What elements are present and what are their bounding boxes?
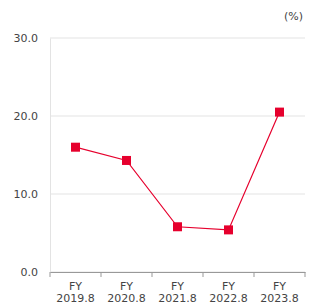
x-axis: FY2019.8FY2020.8FY2021.8FY2022.8FY2023.8 [50, 272, 306, 305]
grid-line [50, 38, 305, 39]
y-tick: 20.0 [14, 110, 51, 123]
x-tick-label: FY2022.8 [209, 280, 248, 305]
x-tick-label-line: FY [171, 280, 184, 293]
grid-line [50, 116, 305, 117]
x-tick-label-line: 2021.8 [158, 292, 197, 305]
grid [50, 38, 305, 272]
y-tick: 0.0 [21, 266, 51, 279]
y-axis-line [50, 39, 51, 273]
y-tick-label: 10.0 [14, 188, 39, 201]
y-axis: 0.0 10.0 20.0 30.0 [14, 32, 51, 279]
x-tick-label: FY2020.8 [107, 280, 146, 305]
x-tick-label-line: 2023.8 [260, 292, 299, 305]
marker [122, 156, 131, 165]
x-axis-line [51, 272, 306, 273]
x-divider [203, 272, 204, 277]
x-tick: FY2023.8 [260, 272, 299, 305]
x-tick: FY2021.8 [158, 272, 197, 305]
y-tick-label: 20.0 [14, 110, 39, 123]
y-tick: 30.0 [14, 32, 51, 45]
x-tick-label: FY2021.8 [158, 280, 197, 305]
x-tick-label-line: 2020.8 [107, 292, 146, 305]
x-tick: FY2022.8 [209, 272, 248, 305]
x-divider [101, 272, 102, 277]
x-tick-label-line: FY [222, 280, 235, 293]
x-tick-label-line: 2019.8 [56, 292, 95, 305]
x-tick: FY2020.8 [107, 272, 146, 305]
y-tick-label: 0.0 [21, 266, 39, 279]
marker [173, 222, 182, 231]
plot: 0.010.020.030.0FY2019.8FY2020.8FY2021.8F… [14, 32, 306, 305]
y-axis-title: (%) [284, 10, 303, 23]
x-tick: FY2019.8 [56, 272, 95, 305]
x-tick-label-line: FY [120, 280, 133, 293]
marker [275, 108, 284, 117]
line [76, 112, 280, 230]
x-tick-label-line: FY [69, 280, 82, 293]
x-dividers [50, 272, 305, 277]
marker [224, 225, 233, 234]
x-tick-label: FY2019.8 [56, 280, 95, 305]
marker [71, 143, 80, 152]
x-tick-label-line: 2022.8 [209, 292, 248, 305]
y-tick-label: 30.0 [14, 32, 39, 45]
x-divider [305, 272, 306, 277]
x-tick-label: FY2023.8 [260, 280, 299, 305]
x-divider [152, 272, 153, 277]
series [71, 108, 284, 235]
chart: 0.010.020.030.0FY2019.8FY2020.8FY2021.8F… [0, 0, 315, 305]
grid-line [50, 194, 305, 195]
x-divider [50, 272, 51, 277]
grid-line [50, 272, 305, 273]
y-tick: 10.0 [14, 188, 51, 201]
x-tick-label-line: FY [273, 280, 286, 293]
x-divider [254, 272, 255, 277]
